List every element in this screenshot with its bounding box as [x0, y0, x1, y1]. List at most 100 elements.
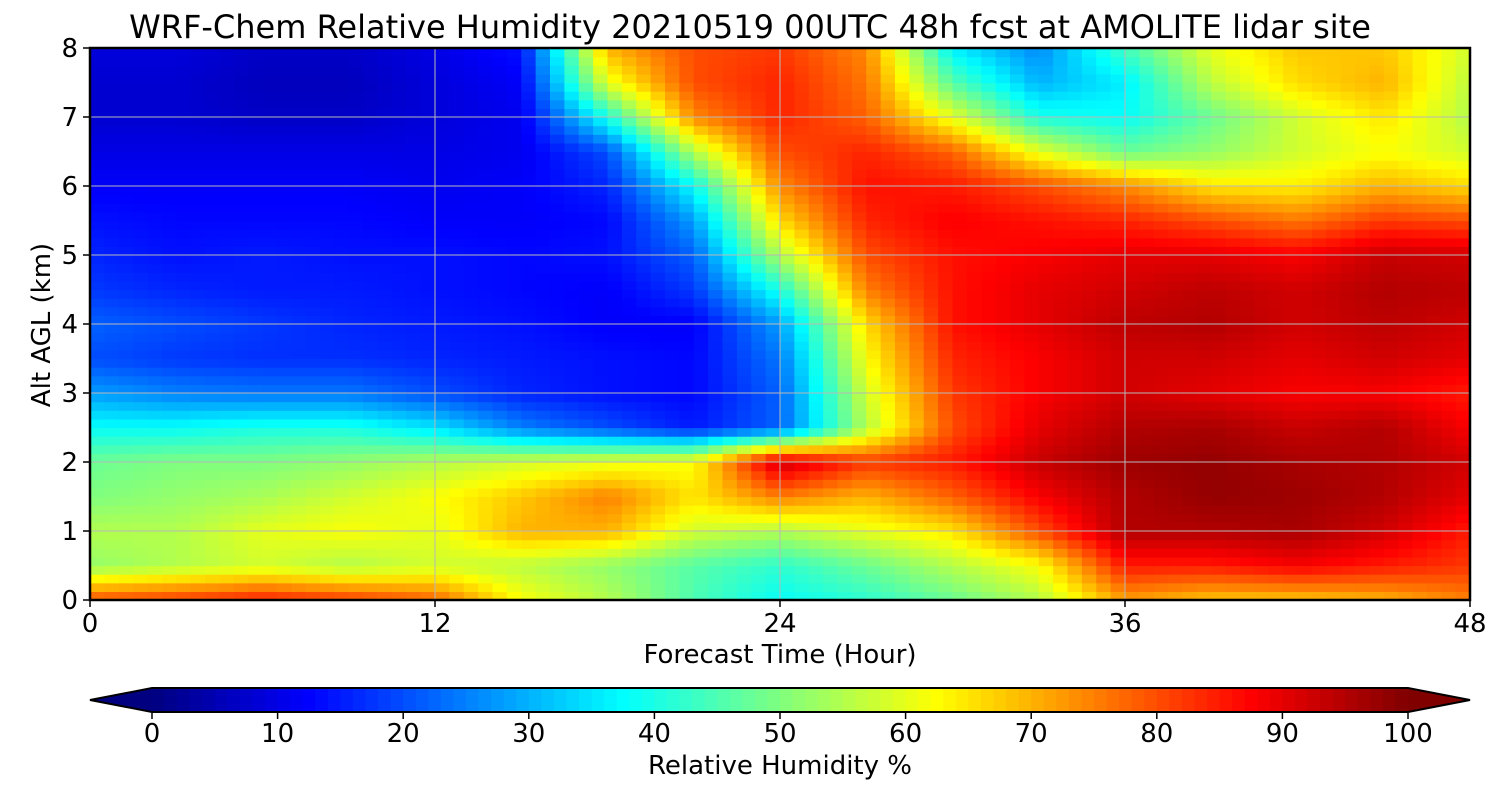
heatmap-cell — [406, 160, 422, 170]
heatmap-cell — [190, 453, 206, 463]
heatmap-cell — [564, 522, 580, 532]
heatmap-cell — [1326, 168, 1342, 178]
heatmap-cell — [320, 410, 335, 420]
heatmap-cell — [1326, 401, 1342, 411]
heatmap-cell — [794, 151, 810, 161]
heatmap-cell — [708, 496, 724, 506]
heatmap-cell — [1268, 220, 1284, 230]
heatmap-cell — [334, 479, 350, 489]
heatmap-cell — [665, 246, 680, 256]
heatmap-cell — [90, 229, 105, 239]
heatmap-cell — [995, 556, 1011, 567]
heatmap-cell — [1225, 168, 1241, 178]
heatmap-cell — [1196, 513, 1212, 523]
heatmap-cell — [1240, 531, 1255, 541]
heatmap-cell — [291, 470, 307, 480]
heatmap-cell — [262, 280, 278, 291]
heatmap-cell — [1412, 582, 1428, 592]
heatmap-cell — [1441, 332, 1457, 342]
heatmap-cell — [966, 220, 982, 230]
heatmap-cell — [736, 246, 752, 256]
heatmap-cell — [693, 505, 709, 515]
heatmap-cell — [693, 574, 709, 584]
heatmap-cell — [506, 289, 522, 299]
heatmap-cell — [1053, 263, 1069, 273]
heatmap-cell — [1125, 358, 1140, 368]
heatmap-cell — [679, 548, 695, 558]
heatmap-cell — [751, 341, 767, 351]
heatmap-cell — [262, 358, 278, 368]
heatmap-cell — [636, 186, 652, 196]
heatmap-cell — [449, 574, 465, 584]
heatmap-cell — [1326, 272, 1342, 282]
heatmap-cell — [391, 427, 407, 437]
heatmap-cell — [305, 211, 321, 222]
heatmap-cell — [938, 289, 954, 299]
heatmap-cell — [161, 531, 177, 541]
heatmap-cell — [1441, 522, 1457, 532]
heatmap-cell — [133, 591, 149, 601]
heatmap-cell — [1125, 272, 1140, 282]
heatmap-cell — [1196, 574, 1212, 584]
heatmap-cell — [190, 255, 206, 265]
heatmap-cell — [521, 556, 537, 567]
heatmap-cell — [435, 341, 450, 351]
heatmap-cell — [377, 186, 393, 196]
heatmap-cell — [636, 384, 652, 394]
heatmap-cell — [161, 410, 177, 420]
heatmap-cell — [104, 548, 120, 558]
heatmap-cell — [176, 272, 192, 282]
heatmap-cell — [1340, 341, 1356, 351]
heatmap-cell — [808, 522, 824, 532]
heatmap-cell — [607, 505, 623, 515]
heatmap-cell — [923, 453, 939, 463]
heatmap-cell — [866, 306, 882, 316]
heatmap-cell — [90, 255, 105, 265]
heatmap-cell — [938, 591, 954, 601]
heatmap-cell — [1125, 315, 1140, 325]
heatmap-cell — [564, 194, 580, 204]
heatmap-cell — [1297, 505, 1313, 515]
heatmap-cell — [736, 203, 752, 213]
heatmap-cell — [550, 186, 565, 196]
heatmap-cell — [665, 470, 680, 480]
heatmap-cell — [1240, 453, 1255, 463]
heatmap-cell — [981, 522, 997, 532]
heatmap-cell — [147, 367, 163, 377]
heatmap-cell — [1081, 539, 1097, 549]
heatmap-cell — [1038, 418, 1054, 429]
heatmap-cell — [722, 505, 738, 515]
heatmap-cell — [535, 410, 551, 420]
heatmap-cell — [1426, 280, 1442, 291]
heatmap-cell — [377, 298, 393, 308]
heatmap-cell — [478, 410, 494, 420]
heatmap-cell — [866, 237, 882, 247]
heatmap-cell — [219, 324, 235, 334]
heatmap-cell — [794, 358, 810, 368]
heatmap-cell — [880, 177, 896, 187]
heatmap-cell — [492, 186, 508, 196]
heatmap-cell — [1311, 384, 1327, 394]
heatmap-cell — [90, 384, 105, 394]
heatmap-cell — [593, 237, 609, 247]
heatmap-cell — [406, 496, 422, 506]
heatmap-cell — [550, 151, 565, 161]
heatmap-cell — [1283, 211, 1299, 222]
heatmap-cell — [1081, 565, 1097, 575]
heatmap-cell — [521, 393, 537, 403]
heatmap-cell — [1355, 548, 1370, 558]
heatmap-cell — [722, 556, 738, 567]
heatmap-cell — [348, 186, 364, 196]
heatmap-cell — [995, 255, 1011, 265]
heatmap-cell — [1038, 177, 1054, 187]
heatmap-cell — [147, 591, 163, 601]
heatmap-cell — [435, 306, 450, 316]
heatmap-cell — [693, 349, 709, 360]
heatmap-cell — [880, 522, 896, 532]
heatmap-cell — [1441, 272, 1457, 282]
heatmap-cell — [1383, 505, 1399, 515]
heatmap-cell — [334, 229, 350, 239]
heatmap-cell — [348, 246, 364, 256]
heatmap-cell — [176, 306, 192, 316]
heatmap-cell — [1311, 220, 1327, 230]
